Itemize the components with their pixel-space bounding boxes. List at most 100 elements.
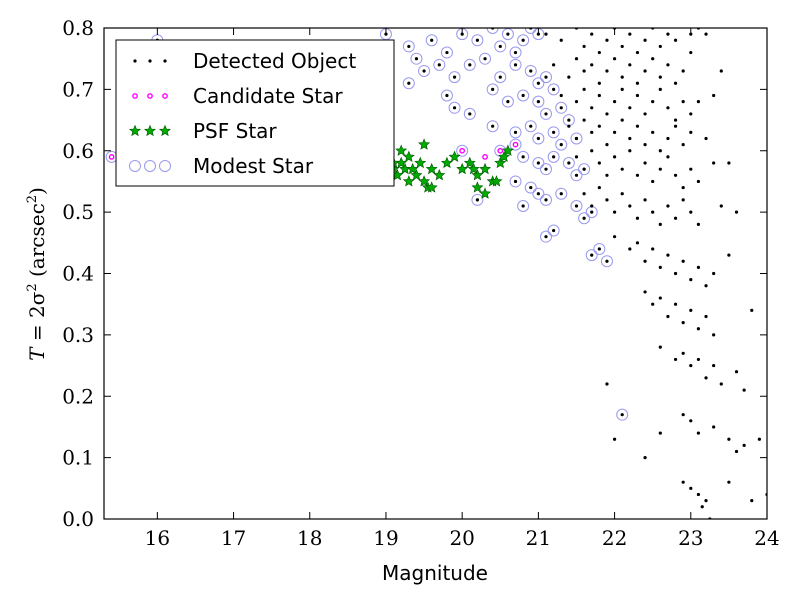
detected-object-point — [491, 87, 495, 91]
modest-star-point — [440, 89, 453, 102]
detected-object-point — [574, 173, 579, 177]
x-tick-label: 19 — [373, 526, 398, 550]
detected-object-point — [582, 192, 586, 196]
detected-object-point — [544, 32, 548, 36]
detected-object-point — [445, 93, 449, 98]
legend-label: Candidate Star — [193, 84, 343, 108]
detected-object-point — [582, 87, 586, 91]
detected-object-point — [681, 143, 685, 147]
y-tick-label: 0.7 — [62, 77, 94, 101]
modest-star-point — [555, 138, 568, 151]
legend-label: Detected Object — [193, 49, 356, 73]
detected-object-point — [635, 173, 640, 177]
modest-star-point — [509, 126, 522, 139]
detected-object-point — [582, 216, 586, 220]
x-tick-label: 23 — [678, 526, 703, 550]
y-tick-label: 0.2 — [62, 384, 94, 408]
detected-object-point — [605, 382, 609, 386]
modest-star-point — [532, 187, 545, 200]
detected-object-point — [635, 216, 640, 220]
detected-object-point — [620, 75, 624, 79]
modest-star-point — [540, 163, 552, 176]
detected-object-point — [574, 57, 579, 61]
y-tick-label: 0.1 — [62, 446, 94, 470]
detected-object-point — [696, 100, 701, 104]
detected-object-point — [552, 155, 556, 159]
detected-object-point — [681, 321, 685, 325]
candidate-star-point — [512, 141, 519, 148]
detected-object-point — [620, 87, 624, 91]
detected-object-point — [727, 161, 731, 165]
modest-star-point — [532, 132, 545, 145]
detected-object-point — [689, 363, 693, 368]
detected-object-point — [643, 69, 647, 73]
detected-object-point — [597, 161, 601, 165]
detected-object-point — [689, 167, 693, 171]
modest-star-point — [570, 169, 583, 182]
detected-object-point — [552, 130, 556, 134]
detected-object-point — [605, 143, 609, 147]
psf-star-point — [494, 156, 507, 169]
modest-star-point — [448, 71, 461, 84]
modest-star-point — [547, 150, 560, 163]
detected-object-point — [643, 259, 647, 263]
modest-star-point — [471, 34, 484, 47]
modest-star-point — [570, 199, 583, 212]
y-axis-label: T = 2σ2 (arcsec2) — [25, 187, 49, 361]
psf-star-point — [395, 144, 408, 156]
detected-object-point — [696, 222, 701, 226]
psf-star-point — [433, 169, 446, 181]
detected-object-point — [658, 167, 662, 171]
modest-star-point — [456, 144, 469, 157]
detected-object-point — [628, 32, 632, 36]
detected-object-point — [658, 431, 662, 435]
detected-object-point — [574, 155, 579, 159]
modest-star-point — [440, 46, 453, 59]
detected-object-point — [521, 93, 525, 98]
detected-object-point — [529, 124, 533, 128]
detected-object-point — [513, 179, 518, 184]
detected-object-point — [605, 173, 609, 177]
detected-object-point — [612, 437, 617, 441]
detected-object-point — [574, 204, 579, 208]
modest-star-point — [540, 71, 552, 84]
detected-object-point — [704, 314, 708, 319]
detected-object-point — [414, 57, 419, 61]
detected-object-point — [651, 247, 655, 251]
modest-star-point — [402, 77, 415, 90]
modest-star-point — [501, 28, 514, 41]
psf-star-point — [479, 162, 492, 175]
modest-star-point — [600, 255, 613, 268]
detected-object-point — [643, 161, 647, 165]
detected-object-point — [536, 161, 540, 165]
modest-star-point — [540, 107, 552, 120]
modest-star-point — [532, 95, 545, 108]
detected-object-point — [590, 130, 594, 134]
detected-object-point — [620, 167, 624, 171]
detected-object-point — [498, 75, 502, 79]
detected-object-point — [452, 75, 457, 79]
psf-star-point — [402, 150, 415, 162]
detected-object-point — [582, 44, 586, 49]
detected-object-point — [628, 247, 632, 251]
psf-star-point — [410, 169, 423, 181]
x-tick-label: 17 — [221, 526, 246, 550]
psf-star-point — [490, 175, 503, 187]
modest-star-point — [532, 77, 545, 90]
legend-marker — [147, 93, 153, 99]
psf-star-point — [471, 181, 484, 193]
detected-object-point — [590, 253, 594, 257]
candidate-star-point — [108, 153, 115, 160]
y-tick-label: 0.3 — [62, 323, 94, 347]
psf-star-point — [456, 162, 469, 175]
detected-object-point — [605, 38, 609, 42]
detected-object-point — [574, 100, 579, 104]
psf-star-point — [463, 156, 476, 169]
plot-marks — [105, 28, 767, 519]
detected-object-point — [590, 204, 594, 208]
psf-star-point — [498, 150, 511, 162]
detected-object-point — [673, 118, 678, 122]
y-tick-label: 0.0 — [62, 507, 94, 531]
detected-object-point — [559, 93, 563, 98]
